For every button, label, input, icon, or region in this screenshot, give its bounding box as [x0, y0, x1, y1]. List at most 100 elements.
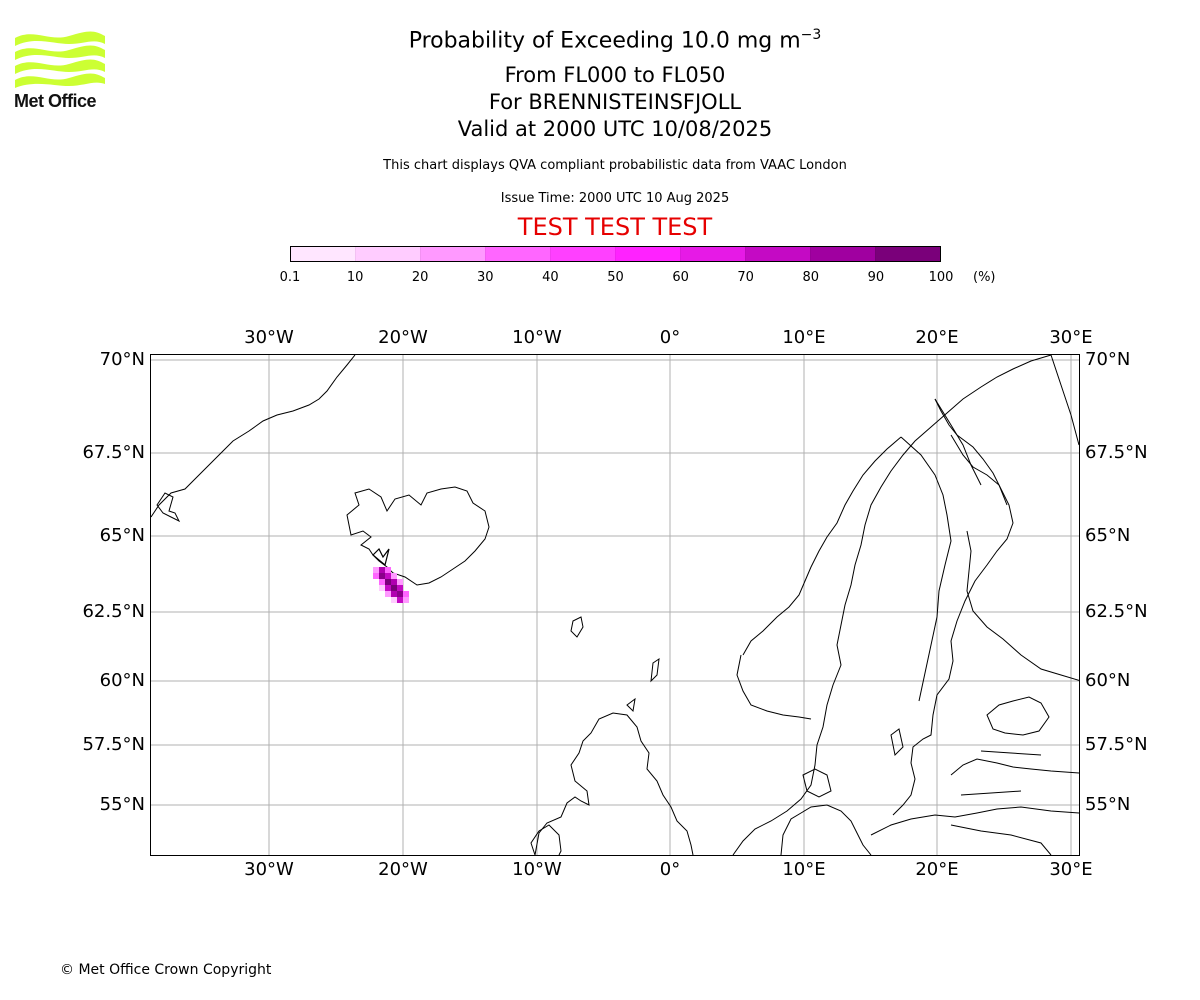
latitude-label: 67.5°N — [82, 442, 145, 463]
colorbar-segment — [420, 247, 485, 261]
plume-cell — [397, 585, 403, 591]
colorbar-segment — [875, 247, 940, 261]
plume-cell — [391, 597, 397, 603]
plume-cell — [385, 567, 391, 573]
volcano-marker — [372, 547, 390, 567]
chart-subtitle: This chart displays QVA compliant probab… — [383, 158, 847, 173]
colorbar-tick-label: 60 — [672, 270, 689, 285]
plume-cell — [397, 579, 403, 585]
met-office-logo-text: Met Office — [14, 91, 97, 111]
borders — [900, 355, 1079, 855]
coastline-iceland — [346, 486, 490, 586]
colorbar-tick-label: 10 — [346, 270, 364, 285]
latitude-label: 55°N — [1085, 794, 1131, 815]
longitude-label: 30°W — [244, 859, 294, 880]
plume-cell — [385, 591, 391, 597]
colorbar — [290, 246, 941, 262]
latitude-label: 57.5°N — [1085, 734, 1148, 755]
coastline-denmark-islands — [802, 768, 832, 798]
coastline-greenland-inlet — [156, 492, 181, 523]
latitude-label: 55°N — [99, 794, 145, 815]
map — [150, 354, 1080, 856]
copyright: © Met Office Crown Copyright — [60, 962, 272, 978]
plume-cell — [403, 591, 409, 597]
border-latvia-lithuania — [960, 790, 1022, 796]
plume-cell — [391, 591, 397, 597]
colorbar-segment — [291, 247, 355, 261]
plume-cell — [391, 585, 397, 591]
longitude-label: 10°W — [512, 859, 562, 880]
coastline-norway-southwest — [736, 654, 812, 720]
map-canvas — [151, 355, 1079, 855]
border-poland — [950, 824, 1052, 855]
latitude-label: 57.5°N — [82, 734, 145, 755]
coastline-orkney — [626, 697, 636, 713]
test-banner: TEST TEST TEST — [517, 213, 713, 241]
coastline-sweden-east — [892, 398, 1014, 816]
colorbar-tick-label: 50 — [607, 270, 624, 285]
volcano-marker-symbol — [372, 547, 390, 567]
coastline-faroe — [570, 616, 584, 638]
longitude-label: 30°W — [244, 327, 294, 348]
met-office-logo — [14, 30, 106, 112]
coastline-gotland — [890, 728, 904, 757]
coastline-ireland — [530, 824, 562, 855]
plume-cell — [391, 573, 397, 579]
colorbar-segment — [355, 247, 420, 261]
plume-cell — [379, 567, 385, 573]
ash-plume — [373, 567, 409, 603]
met-office-logo-waves — [15, 31, 105, 88]
longitude-label: 0° — [659, 859, 681, 880]
plume-cell — [397, 591, 403, 597]
colorbar-segment — [615, 247, 680, 261]
latitude-label: 70°N — [99, 349, 145, 370]
chart-title-exponent: −3 — [800, 27, 822, 43]
colorbar-tick-label: 70 — [737, 270, 754, 285]
plume-cell — [385, 579, 391, 585]
longitude-label: 10°W — [512, 327, 562, 348]
longitude-label: 20°E — [915, 327, 959, 348]
longitude-label: 0° — [659, 327, 681, 348]
latitude-label: 67.5°N — [1085, 442, 1148, 463]
latitude-label: 62.5°N — [82, 601, 145, 622]
colorbar-tick-label: 90 — [867, 270, 885, 285]
coastlines — [151, 355, 1079, 855]
plume-cell — [385, 573, 391, 579]
chart-title: Probability of Exceeding 10.0 mg m−3 — [0, 27, 1200, 53]
colorbar-tick-label: 100 — [928, 270, 954, 285]
issue-time: Issue Time: 2000 UTC 10 Aug 2025 — [500, 191, 730, 206]
colorbar-segment — [745, 247, 810, 261]
plume-cell — [379, 585, 385, 591]
plume-cell — [397, 597, 403, 603]
latitude-label: 60°N — [99, 670, 145, 691]
colorbar-segment — [485, 247, 550, 261]
colorbar-tick-label: 0.1 — [279, 270, 301, 285]
latitude-label: 62.5°N — [1085, 601, 1148, 622]
latitude-label: 65°N — [1085, 525, 1131, 546]
chart-title-levels: From FL000 to FL050 — [504, 63, 726, 87]
colorbar-tick-label: 30 — [477, 270, 494, 285]
plume-cell — [385, 585, 391, 591]
coastline-greenland — [151, 355, 356, 518]
longitude-label: 20°W — [378, 327, 428, 348]
border-finland-russia — [1050, 355, 1079, 446]
longitude-label: 10°E — [782, 859, 826, 880]
colorbar-segment — [680, 247, 745, 261]
longitude-label: 20°E — [915, 859, 959, 880]
chart-title-main: Probability of Exceeding 10.0 mg m — [408, 28, 801, 54]
colorbar-tick-label: 20 — [411, 270, 429, 285]
colorbar-tick-label: 80 — [802, 270, 820, 285]
latitude-label: 70°N — [1085, 349, 1131, 370]
coastline-norway-west — [742, 436, 902, 656]
plume-cell — [373, 573, 379, 579]
coastline-great-britain — [534, 712, 694, 855]
coastline-shetland — [650, 657, 660, 683]
plume-cell — [391, 579, 397, 585]
coastline-denmark — [780, 804, 872, 855]
latitude-label: 60°N — [1085, 670, 1131, 691]
coastline-estonia — [986, 696, 1050, 736]
plume-cell — [379, 579, 385, 585]
coastline-finland-north — [950, 434, 1008, 506]
border-norway-sweden — [900, 436, 952, 702]
graticule — [151, 355, 1079, 855]
